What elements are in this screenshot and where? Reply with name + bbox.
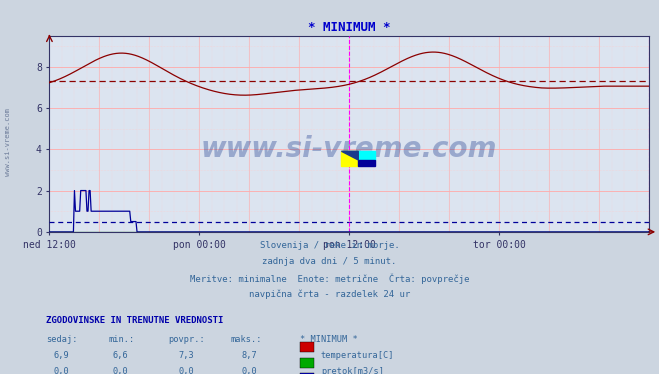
Text: pretok[m3/s]: pretok[m3/s] [321,367,384,374]
Text: ZGODOVINSKE IN TRENUTNE VREDNOSTI: ZGODOVINSKE IN TRENUTNE VREDNOSTI [46,316,223,325]
Text: 0,0: 0,0 [113,367,129,374]
Bar [341,151,358,160]
Text: 0,0: 0,0 [179,367,194,374]
Text: 6,6: 6,6 [113,351,129,360]
Text: 8,7: 8,7 [241,351,257,360]
Text: zadnja dva dni / 5 minut.: zadnja dva dni / 5 minut. [262,257,397,266]
Text: * MINIMUM *: * MINIMUM * [300,335,358,344]
Text: 0,0: 0,0 [53,367,69,374]
Text: maks.:: maks.: [231,335,262,344]
Bar [358,160,375,166]
Text: navpična črta - razdelek 24 ur: navpična črta - razdelek 24 ur [249,289,410,299]
Text: Slovenija / reke in morje.: Slovenija / reke in morje. [260,241,399,250]
Text: 6,9: 6,9 [53,351,69,360]
Text: temperatura[C]: temperatura[C] [321,351,395,360]
Text: min.:: min.: [109,335,135,344]
Text: Meritve: minimalne  Enote: metrične  Črta: povprečje: Meritve: minimalne Enote: metrične Črta:… [190,273,469,284]
Bar [358,151,375,160]
Text: www.si-vreme.com: www.si-vreme.com [5,108,11,176]
Text: povpr.:: povpr.: [168,335,205,344]
Text: www.si-vreme.com: www.si-vreme.com [201,135,498,163]
Text: 0,0: 0,0 [241,367,257,374]
Title: * MINIMUM *: * MINIMUM * [308,21,391,34]
Polygon shape [341,151,358,160]
Text: sedaj:: sedaj: [46,335,78,344]
Bar [341,160,358,166]
Text: 7,3: 7,3 [179,351,194,360]
